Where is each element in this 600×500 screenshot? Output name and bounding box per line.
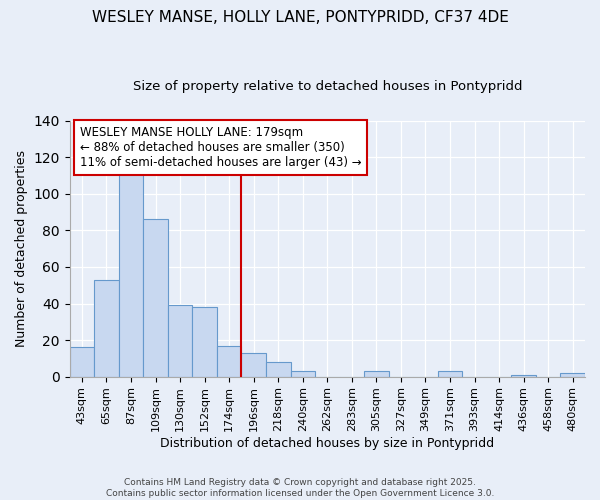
- Bar: [168, 306, 193, 376]
- Y-axis label: Number of detached properties: Number of detached properties: [15, 150, 28, 347]
- Bar: [70, 348, 94, 376]
- Bar: [364, 371, 389, 376]
- Bar: [193, 307, 217, 376]
- Bar: [241, 353, 266, 376]
- Bar: [143, 220, 168, 376]
- Bar: [217, 346, 241, 376]
- Bar: [94, 280, 119, 376]
- Title: Size of property relative to detached houses in Pontypridd: Size of property relative to detached ho…: [133, 80, 522, 93]
- Bar: [511, 375, 536, 376]
- Bar: [290, 371, 315, 376]
- Bar: [438, 371, 462, 376]
- Bar: [560, 373, 585, 376]
- Bar: [119, 166, 143, 376]
- Text: WESLEY MANSE, HOLLY LANE, PONTYPRIDD, CF37 4DE: WESLEY MANSE, HOLLY LANE, PONTYPRIDD, CF…: [92, 10, 508, 25]
- Bar: [266, 362, 290, 376]
- Text: WESLEY MANSE HOLLY LANE: 179sqm
← 88% of detached houses are smaller (350)
11% o: WESLEY MANSE HOLLY LANE: 179sqm ← 88% of…: [80, 126, 362, 168]
- Text: Contains HM Land Registry data © Crown copyright and database right 2025.
Contai: Contains HM Land Registry data © Crown c…: [106, 478, 494, 498]
- X-axis label: Distribution of detached houses by size in Pontypridd: Distribution of detached houses by size …: [160, 437, 494, 450]
